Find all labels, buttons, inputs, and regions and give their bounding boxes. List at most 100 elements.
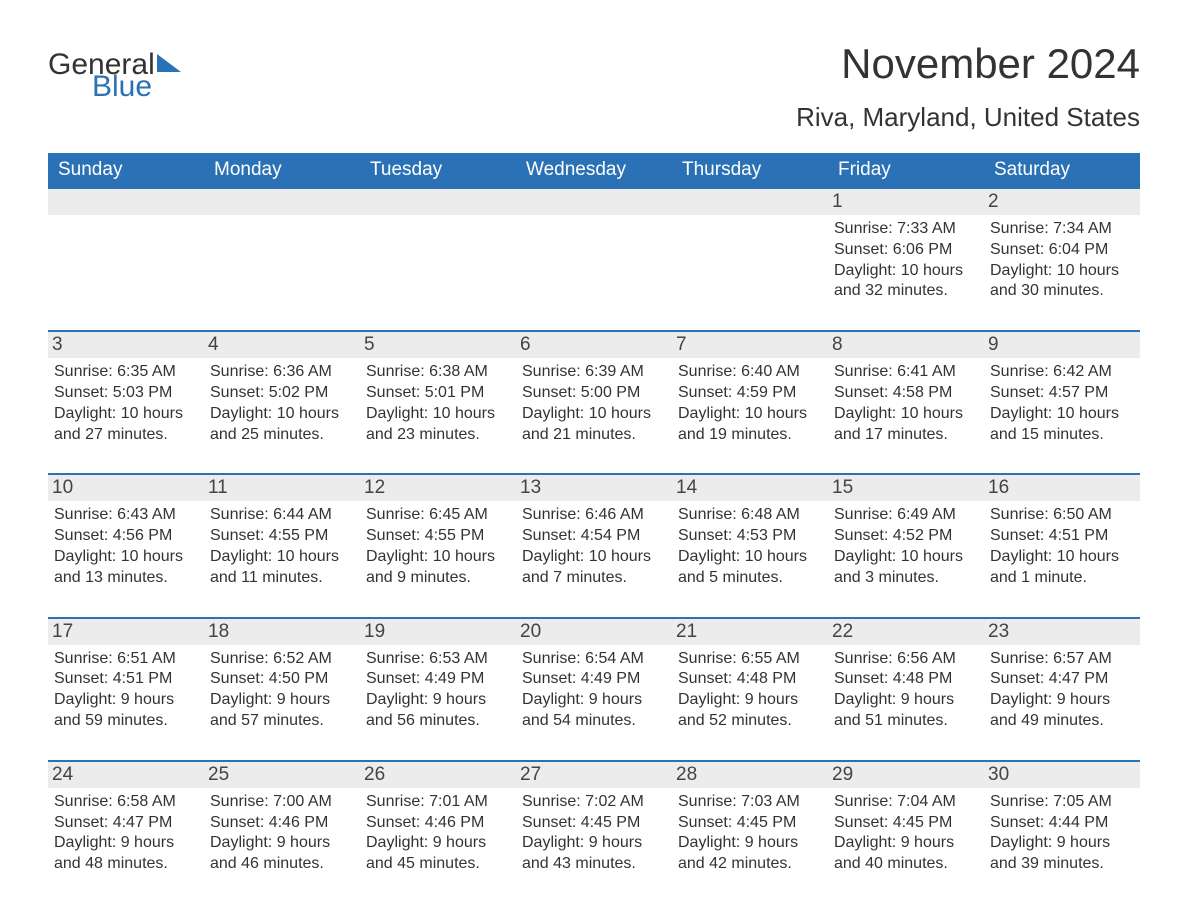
sunset-line: Sunset: 4:44 PM <box>990 813 1134 834</box>
day-body: Sunrise: 7:04 AMSunset: 4:45 PMDaylight:… <box>832 792 978 875</box>
day-cell: 5 Sunrise: 6:38 AMSunset: 5:01 PMDaylight… <box>360 330 516 473</box>
sunrise-line: Sunrise: 6:35 AM <box>54 362 198 383</box>
day-number: 20 <box>516 617 672 645</box>
day-body: Sunrise: 6:36 AMSunset: 5:02 PMDaylight:… <box>208 362 354 445</box>
day-number: 5 <box>360 330 516 358</box>
day-cell: 6 Sunrise: 6:39 AMSunset: 5:00 PMDaylight… <box>516 330 672 473</box>
daylight-line: Daylight: 10 hours and 1 minute. <box>990 547 1134 589</box>
day-cell: 13 Sunrise: 6:46 AMSunset: 4:54 PMDayligh… <box>516 473 672 616</box>
day-number: 3 <box>48 330 204 358</box>
day-cell <box>516 189 672 330</box>
day-number-bar-empty <box>204 189 360 215</box>
logo-triangle-icon <box>157 54 181 72</box>
sunrise-line: Sunrise: 6:40 AM <box>678 362 822 383</box>
daylight-line: Daylight: 9 hours and 40 minutes. <box>834 833 978 875</box>
day-number: 26 <box>360 760 516 788</box>
day-cell <box>48 189 204 330</box>
day-body: Sunrise: 6:50 AMSunset: 4:51 PMDaylight:… <box>988 505 1134 588</box>
day-cell: 1Sunrise: 7:33 AMSunset: 6:06 PMDaylight… <box>828 189 984 330</box>
day-cell <box>360 189 516 330</box>
sunset-line: Sunset: 4:48 PM <box>678 669 822 690</box>
day-number: 1 <box>828 189 984 215</box>
sunrise-line: Sunrise: 6:39 AM <box>522 362 666 383</box>
day-number: 27 <box>516 760 672 788</box>
day-body: Sunrise: 6:45 AMSunset: 4:55 PMDaylight:… <box>364 505 510 588</box>
sunrise-line: Sunrise: 6:55 AM <box>678 649 822 670</box>
day-number: 2 <box>984 189 1140 215</box>
sunrise-line: Sunrise: 6:44 AM <box>210 505 354 526</box>
daylight-line: Daylight: 9 hours and 54 minutes. <box>522 690 666 732</box>
sunrise-line: Sunrise: 7:01 AM <box>366 792 510 813</box>
daylight-line: Daylight: 10 hours and 5 minutes. <box>678 547 822 589</box>
daylight-line: Daylight: 10 hours and 17 minutes. <box>834 404 978 446</box>
logo: General Blue <box>48 50 181 102</box>
sunrise-line: Sunrise: 6:50 AM <box>990 505 1134 526</box>
day-number: 7 <box>672 330 828 358</box>
sunset-line: Sunset: 4:55 PM <box>366 526 510 547</box>
daylight-line: Daylight: 10 hours and 3 minutes. <box>834 547 978 589</box>
day-number: 13 <box>516 473 672 501</box>
day-body: Sunrise: 6:41 AMSunset: 4:58 PMDaylight:… <box>832 362 978 445</box>
weekday-header: Wednesday <box>516 153 672 189</box>
day-number-bar-empty <box>516 189 672 215</box>
week-row: 1Sunrise: 7:33 AMSunset: 6:06 PMDaylight… <box>48 189 1140 330</box>
day-body: Sunrise: 6:48 AMSunset: 4:53 PMDaylight:… <box>676 505 822 588</box>
day-body: Sunrise: 6:38 AMSunset: 5:01 PMDaylight:… <box>364 362 510 445</box>
sunrise-line: Sunrise: 6:48 AM <box>678 505 822 526</box>
day-cell <box>204 189 360 330</box>
sunrise-line: Sunrise: 7:33 AM <box>834 219 978 240</box>
sunset-line: Sunset: 4:45 PM <box>834 813 978 834</box>
day-cell: 11Sunrise: 6:44 AMSunset: 4:55 PMDayligh… <box>204 473 360 616</box>
daylight-line: Daylight: 9 hours and 42 minutes. <box>678 833 822 875</box>
weekday-header: Tuesday <box>360 153 516 189</box>
sunrise-line: Sunrise: 6:53 AM <box>366 649 510 670</box>
week-row: 17Sunrise: 6:51 AMSunset: 4:51 PMDayligh… <box>48 617 1140 760</box>
weekday-header: Sunday <box>48 153 204 189</box>
day-number-bar-empty <box>360 189 516 215</box>
week-row: 24Sunrise: 6:58 AMSunset: 4:47 PMDayligh… <box>48 760 1140 903</box>
day-body: Sunrise: 6:43 AMSunset: 4:56 PMDaylight:… <box>52 505 198 588</box>
day-body: Sunrise: 7:05 AMSunset: 4:44 PMDaylight:… <box>988 792 1134 875</box>
day-number: 29 <box>828 760 984 788</box>
daylight-line: Daylight: 9 hours and 57 minutes. <box>210 690 354 732</box>
sunrise-line: Sunrise: 6:38 AM <box>366 362 510 383</box>
weekday-header: Monday <box>204 153 360 189</box>
day-body: Sunrise: 6:42 AMSunset: 4:57 PMDaylight:… <box>988 362 1134 445</box>
sunrise-line: Sunrise: 7:34 AM <box>990 219 1134 240</box>
sunset-line: Sunset: 4:50 PM <box>210 669 354 690</box>
sunset-line: Sunset: 4:46 PM <box>366 813 510 834</box>
day-number: 24 <box>48 760 204 788</box>
day-cell: 19Sunrise: 6:53 AMSunset: 4:49 PMDayligh… <box>360 617 516 760</box>
day-body: Sunrise: 6:39 AMSunset: 5:00 PMDaylight:… <box>520 362 666 445</box>
week-row: 10Sunrise: 6:43 AMSunset: 4:56 PMDayligh… <box>48 473 1140 616</box>
sunset-line: Sunset: 4:46 PM <box>210 813 354 834</box>
sunrise-line: Sunrise: 7:03 AM <box>678 792 822 813</box>
day-number: 6 <box>516 330 672 358</box>
day-number-bar-empty <box>672 189 828 215</box>
calendar-table: Sunday Monday Tuesday Wednesday Thursday… <box>48 153 1140 189</box>
day-body: Sunrise: 6:46 AMSunset: 4:54 PMDaylight:… <box>520 505 666 588</box>
day-body: Sunrise: 6:54 AMSunset: 4:49 PMDaylight:… <box>520 649 666 732</box>
day-number: 15 <box>828 473 984 501</box>
sunset-line: Sunset: 6:06 PM <box>834 240 978 261</box>
day-number: 9 <box>984 330 1140 358</box>
sunset-line: Sunset: 5:02 PM <box>210 383 354 404</box>
day-body: Sunrise: 6:40 AMSunset: 4:59 PMDaylight:… <box>676 362 822 445</box>
sunset-line: Sunset: 4:51 PM <box>54 669 198 690</box>
week-row: 3Sunrise: 6:35 AMSunset: 5:03 PMDaylight… <box>48 330 1140 473</box>
day-number: 8 <box>828 330 984 358</box>
day-cell: 21Sunrise: 6:55 AMSunset: 4:48 PMDayligh… <box>672 617 828 760</box>
day-number: 23 <box>984 617 1140 645</box>
sunrise-line: Sunrise: 7:04 AM <box>834 792 978 813</box>
day-number: 14 <box>672 473 828 501</box>
day-cell: 3Sunrise: 6:35 AMSunset: 5:03 PMDaylight… <box>48 330 204 473</box>
daylight-line: Daylight: 9 hours and 49 minutes. <box>990 690 1134 732</box>
day-number: 12 <box>360 473 516 501</box>
sunset-line: Sunset: 6:04 PM <box>990 240 1134 261</box>
sunrise-line: Sunrise: 6:49 AM <box>834 505 978 526</box>
day-number: 18 <box>204 617 360 645</box>
sunset-line: Sunset: 4:47 PM <box>990 669 1134 690</box>
day-body: Sunrise: 6:56 AMSunset: 4:48 PMDaylight:… <box>832 649 978 732</box>
sunset-line: Sunset: 4:48 PM <box>834 669 978 690</box>
day-body: Sunrise: 6:44 AMSunset: 4:55 PMDaylight:… <box>208 505 354 588</box>
